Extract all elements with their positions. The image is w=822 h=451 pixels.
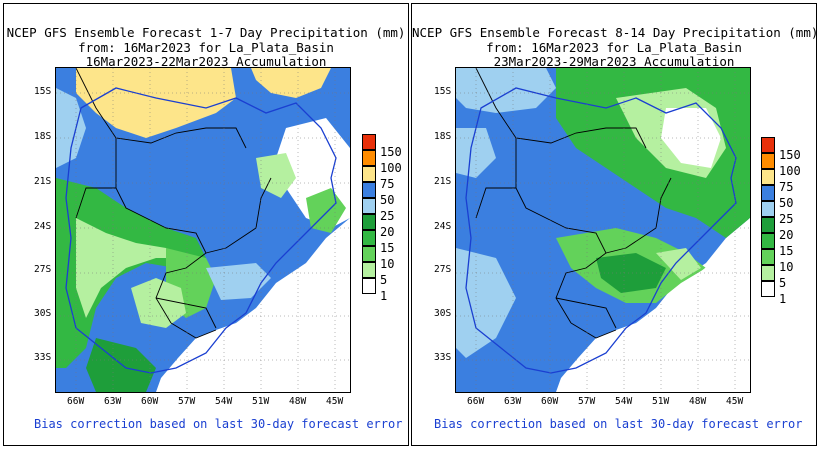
lat-label: 27S: [34, 264, 52, 275]
map-svg: [56, 68, 350, 392]
legend-label: 10: [380, 257, 395, 271]
legend-swatch: [362, 262, 376, 278]
legend-label: 1: [380, 289, 388, 303]
legend-label: 5: [779, 276, 787, 290]
lat-label: 33S: [434, 352, 452, 363]
lat-label: 15S: [34, 86, 52, 97]
lon-label: 66W: [67, 396, 85, 407]
legend-swatch: [362, 182, 376, 198]
legend-swatch: [761, 169, 775, 185]
precip-25-75-north: [76, 68, 236, 138]
legend-swatch: [761, 153, 775, 169]
legend-label: 1: [779, 292, 787, 306]
lon-label: 51W: [652, 396, 670, 407]
legend-swatch: [362, 246, 376, 262]
lon-label: 66W: [467, 396, 485, 407]
lon-label: 60W: [541, 396, 559, 407]
legend-label: 15: [779, 244, 794, 258]
lat-label: 15S: [434, 86, 452, 97]
lat-label: 18S: [434, 131, 452, 142]
lon-label: 48W: [689, 396, 707, 407]
graticule: [56, 68, 350, 392]
lat-label: 18S: [34, 131, 52, 142]
precip-map: [55, 67, 351, 393]
legend-label: 20: [380, 225, 395, 239]
legend-label: 150: [380, 145, 402, 159]
country-borders: [475, 68, 672, 339]
lon-label: 63W: [504, 396, 522, 407]
bias-correction-note: Bias correction based on last 30-day for…: [34, 417, 403, 431]
lat-label: 21S: [434, 176, 452, 187]
panel-title: NCEP GFS Ensemble Forecast 1-7 Day Preci…: [6, 25, 406, 40]
legend-label: 100: [779, 164, 801, 178]
legend-swatch: [761, 249, 775, 265]
graticule: [456, 68, 750, 392]
map-svg: [456, 68, 750, 392]
panel-subtitle: from: 16Mar2023 for La_Plata_Basin: [78, 40, 334, 55]
country-borders: [75, 68, 272, 339]
legend-label: 75: [779, 180, 794, 194]
legend-label: 150: [779, 148, 801, 162]
legend-swatch: [362, 278, 376, 294]
precip-map: [455, 67, 751, 393]
precip-green-west: [56, 178, 206, 368]
lon-label: 51W: [252, 396, 270, 407]
lat-label: 24S: [434, 221, 452, 232]
legend-label: 75: [380, 177, 395, 191]
legend-swatch: [761, 201, 775, 217]
forecast-panel-week2: NCEP GFS Ensemble Forecast 8-14 Day Prec…: [411, 3, 819, 446]
panel-subtitle: from: 16Mar2023 for La_Plata_Basin: [486, 40, 742, 55]
lat-label: 21S: [34, 176, 52, 187]
lon-label: 57W: [578, 396, 596, 407]
legend-label: 20: [779, 228, 794, 242]
legend-swatch: [761, 137, 775, 153]
legend-swatch: [362, 150, 376, 166]
lon-label: 54W: [215, 396, 233, 407]
lat-label: 30S: [434, 308, 452, 319]
forecast-panel-week1: NCEP GFS Ensemble Forecast 1-7 Day Preci…: [3, 3, 409, 446]
legend-label: 25: [779, 212, 794, 226]
lon-label: 45W: [726, 396, 744, 407]
legend-label: 100: [380, 161, 402, 175]
lon-label: 57W: [178, 396, 196, 407]
land-fill: [56, 68, 350, 392]
legend-label: 10: [779, 260, 794, 274]
bias-correction-note: Bias correction based on last 30-day for…: [434, 417, 803, 431]
legend-swatch: [362, 198, 376, 214]
panel-accumulation-period: 23Mar2023-29Mar2023 Accumulation: [493, 54, 735, 69]
panel-title: NCEP GFS Ensemble Forecast 8-14 Day Prec…: [412, 25, 819, 40]
legend-label: 50: [779, 196, 794, 210]
legend-swatch: [761, 185, 775, 201]
legend-label: 25: [380, 209, 395, 223]
lat-label: 33S: [34, 352, 52, 363]
lon-label: 45W: [326, 396, 344, 407]
panel-accumulation-period: 16Mar2023-22Mar2023 Accumulation: [85, 54, 327, 69]
lat-label: 24S: [34, 221, 52, 232]
legend-swatch: [761, 265, 775, 281]
lon-label: 63W: [104, 396, 122, 407]
lon-label: 60W: [141, 396, 159, 407]
legend-label: 50: [380, 193, 395, 207]
legend-swatch: [362, 134, 376, 150]
lat-label: 30S: [34, 308, 52, 319]
lon-label: 48W: [289, 396, 307, 407]
legend-swatch: [362, 214, 376, 230]
legend-swatch: [362, 166, 376, 182]
legend-label: 15: [380, 241, 395, 255]
legend-label: 5: [380, 273, 388, 287]
lon-label: 54W: [615, 396, 633, 407]
legend-swatch: [761, 217, 775, 233]
legend-swatch: [761, 233, 775, 249]
lat-label: 27S: [434, 264, 452, 275]
legend-swatch: [761, 281, 775, 297]
legend-swatch: [362, 230, 376, 246]
